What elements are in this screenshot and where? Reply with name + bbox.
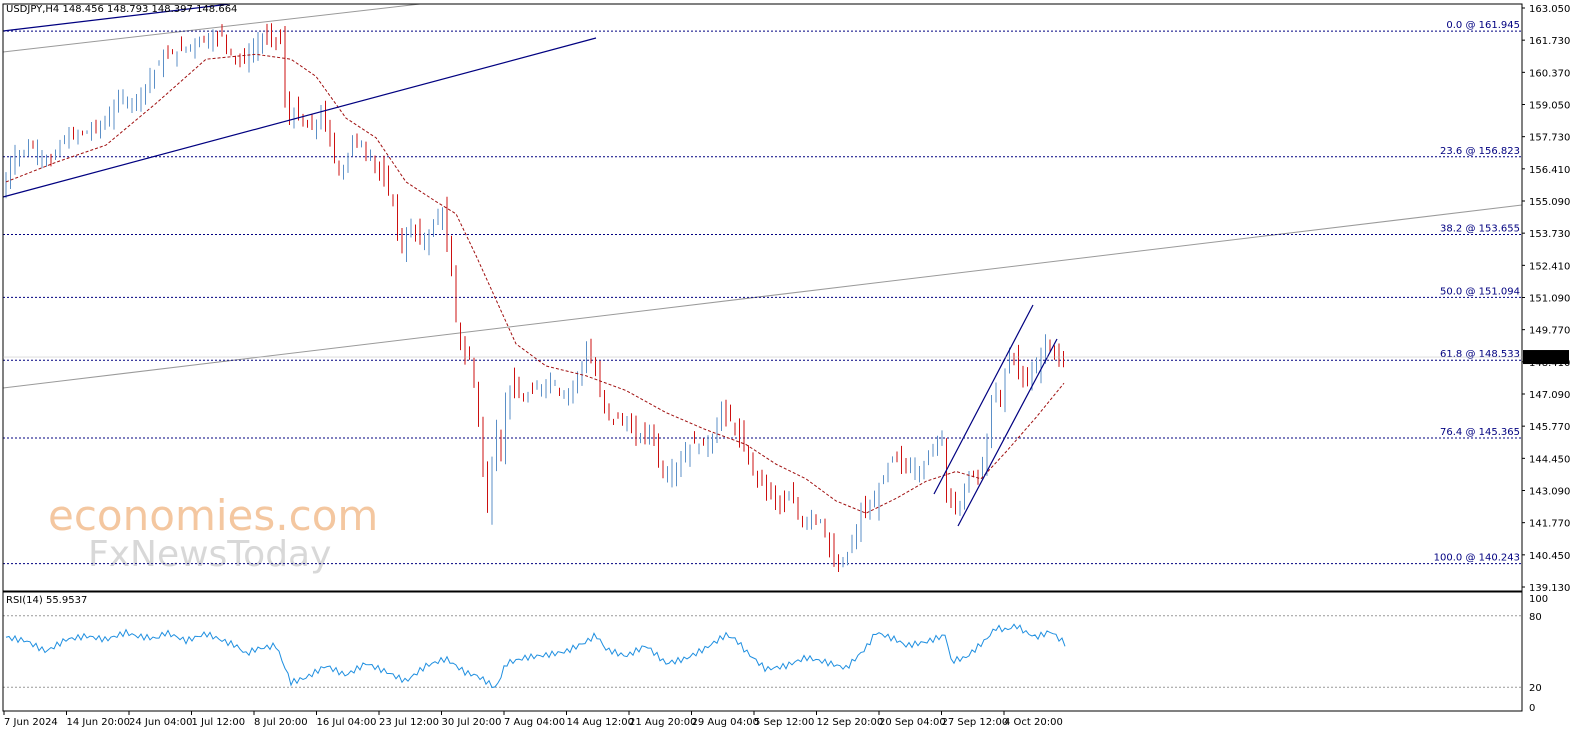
watermark-fxnewstoday: FxNewsToday [88,534,331,575]
y-tick-label: 147.090 [1529,390,1570,401]
fib-label: 76.4 @ 145.365 [1440,427,1520,438]
x-tick-label: 30 Jul 20:00 [442,717,502,728]
rsi-tick-label: 20 [1529,683,1542,694]
fib-label: 100.0 @ 140.243 [1434,553,1520,564]
y-tick-label: 141.770 [1529,519,1570,530]
rsi-tick-label: 100 [1529,594,1548,605]
fib-label: 23.6 @ 156.823 [1440,146,1520,157]
x-tick-label: 21 Aug 20:00 [629,717,696,728]
price-tag-label: 148.664 [1527,353,1568,364]
channel-line [933,304,1034,495]
long-trendline [2,204,1523,389]
channel-line [2,37,597,198]
y-tick-label: 139.130 [1529,583,1570,594]
y-tick-label: 160.370 [1529,68,1570,79]
x-tick-label: 14 Aug 12:00 [567,717,634,728]
y-tick-label: 157.730 [1529,133,1570,144]
y-tick-label: 153.730 [1529,229,1570,240]
x-tick-label: 16 Jul 04:00 [317,717,377,728]
y-tick-label: 159.050 [1529,101,1570,112]
y-tick-label: 145.770 [1529,422,1570,433]
moving-average-line [5,53,1065,514]
x-tick-label: 27 Sep 12:00 [942,717,1009,728]
y-tick-label: 161.730 [1529,36,1570,47]
y-tick-label: 143.090 [1529,487,1570,498]
rsi-panel-frame [2,591,1523,712]
x-tick-label: 23 Jul 12:00 [379,717,439,728]
upper-trendline [2,3,421,53]
x-tick-label: 7 Jun 2024 [4,717,58,728]
rsi-tick-label: 80 [1529,612,1542,623]
symbol-header: USDJPY,H4 148.456 148.793 148.397 148.66… [6,4,237,15]
rsi-tick-label: 0 [1529,703,1535,714]
x-tick-label: 29 Aug 04:00 [692,717,759,728]
y-tick-label: 144.450 [1529,454,1570,465]
x-tick-label: 7 Aug 04:00 [504,717,565,728]
y-tick-label: 163.050 [1529,4,1570,15]
channel-line [2,3,231,32]
rsi-header: RSI(14) 55.9537 [6,595,87,606]
x-tick-label: 4 Oct 20:00 [1004,717,1063,728]
x-tick-label: 14 Jun 20:00 [67,717,131,728]
x-tick-label: 5 Sep 12:00 [754,717,814,728]
rsi-line [5,623,1066,689]
x-tick-label: 12 Sep 20:00 [817,717,884,728]
channel-line [957,338,1058,527]
y-tick-label: 152.410 [1529,261,1570,272]
y-tick-label: 149.770 [1529,326,1570,337]
price-tag-box [1523,350,1569,365]
fib-label: 61.8 @ 148.533 [1440,349,1520,360]
x-tick-label: 8 Jul 20:00 [254,717,308,728]
x-tick-label: 1 Jul 12:00 [192,717,246,728]
x-tick-label: 24 Jun 04:00 [129,717,193,728]
y-tick-label: 155.090 [1529,197,1570,208]
y-tick-label: 156.410 [1529,165,1570,176]
y-tick-label: 140.450 [1529,551,1570,562]
fib-label: 50.0 @ 151.094 [1440,286,1520,297]
fib-label: 38.2 @ 153.655 [1440,224,1520,235]
y-tick-label: 151.090 [1529,294,1570,305]
watermark: economies.com FxNewsToday [48,491,378,575]
fib-label: 0.0 @ 161.945 [1446,20,1520,31]
x-tick-label: 20 Sep 04:00 [879,717,946,728]
watermark-economies: economies.com [48,491,378,540]
